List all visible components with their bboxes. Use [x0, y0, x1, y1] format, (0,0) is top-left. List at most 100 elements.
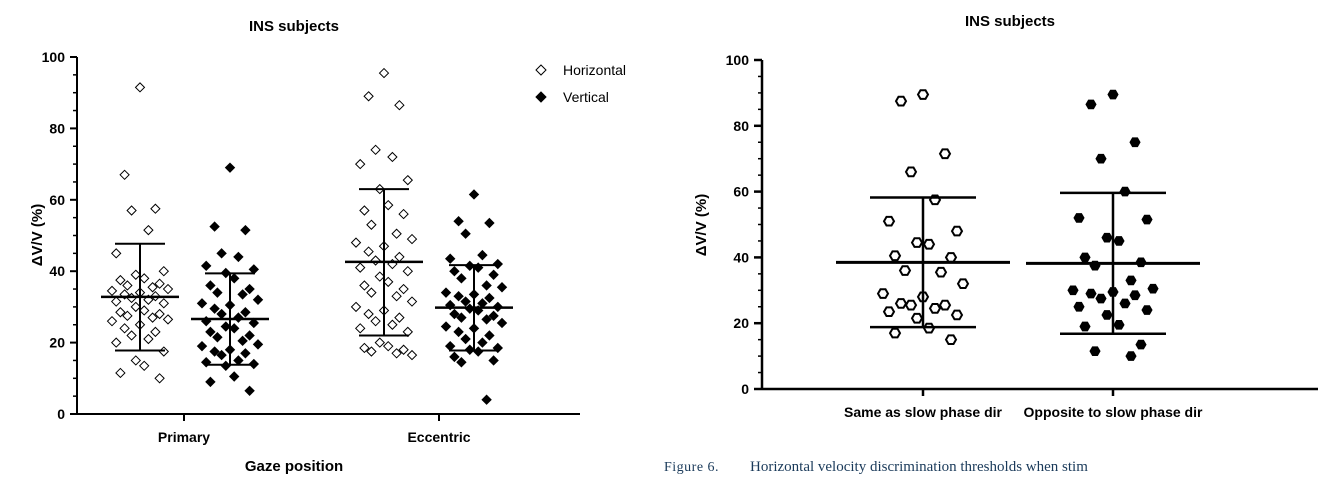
data-point-horizontal: [394, 312, 405, 323]
data-point-vertical: [472, 346, 484, 357]
data-point-same-dir: [888, 250, 902, 262]
data-point-opposite-dir: [1129, 137, 1141, 148]
data-point-vertical: [488, 269, 499, 280]
data-point-vertical: [237, 335, 248, 347]
data-point-horizontal: [150, 203, 161, 214]
data-point-vertical: [449, 308, 460, 320]
data-point-horizontal: [366, 219, 377, 230]
data-point-opposite-dir: [1067, 285, 1079, 296]
data-point-vertical: [233, 312, 244, 323]
data-point-same-dir: [888, 327, 902, 339]
data-point-opposite-dir: [1141, 214, 1153, 225]
data-point-vertical: [220, 360, 232, 372]
data-point-horizontal: [374, 271, 386, 282]
data-point-vertical: [481, 280, 492, 291]
left-chart: INS subjects ΔV/V (%) Gaze position 0 20 4…: [29, 18, 626, 475]
caption-text: Horizontal velocity discrimination thres…: [750, 459, 1088, 475]
left-chart-title: INS subjects: [249, 18, 339, 35]
data-point-horizontal: [350, 301, 362, 313]
data-point-horizontal: [391, 228, 402, 239]
data-point-opposite-dir: [1107, 89, 1119, 100]
data-point-vertical: [209, 346, 220, 357]
data-point-same-dir: [944, 252, 958, 263]
data-point-horizontal: [366, 287, 377, 298]
right-y-tick-label: 20: [733, 315, 749, 331]
data-point-horizontal: [394, 99, 405, 111]
data-point-opposite-dir: [1125, 275, 1137, 286]
data-point-vertical: [460, 296, 471, 307]
data-point-horizontal: [162, 283, 174, 295]
data-point-opposite-dir: [1147, 283, 1159, 294]
data-point-same-dir: [904, 299, 918, 311]
data-point-vertical: [484, 217, 495, 229]
data-point-same-dir: [922, 238, 936, 250]
data-point-horizontal: [154, 308, 165, 320]
legend: Horizontal Vertical: [535, 62, 626, 105]
data-point-vertical: [205, 326, 216, 338]
right-y-tick-label: 0: [741, 381, 749, 397]
left-error-bars: [101, 188, 513, 366]
data-point-vertical: [240, 224, 251, 236]
data-point-vertical: [196, 298, 208, 309]
data-point-vertical: [460, 333, 471, 345]
right-x-tick-same: Same as slow phase dir: [844, 404, 1003, 420]
data-point-horizontal: [110, 248, 122, 259]
data-point-vertical: [224, 162, 236, 173]
data-point-same-dir: [910, 237, 924, 248]
data-point-horizontal: [138, 360, 150, 372]
data-point-vertical: [200, 260, 212, 272]
left-y-tick-label: 60: [49, 192, 65, 208]
data-point-vertical: [252, 294, 264, 305]
data-point-horizontal: [391, 348, 402, 359]
data-point-horizontal: [354, 262, 366, 273]
data-point-horizontal: [106, 315, 118, 327]
data-point-vertical: [444, 340, 456, 352]
data-point-vertical: [460, 228, 471, 239]
data-point-vertical: [209, 221, 220, 232]
legend-marker-horizontal: [535, 64, 547, 76]
data-point-vertical: [440, 287, 452, 298]
legend-label-horizontal: Horizontal: [563, 62, 626, 78]
data-point-horizontal: [115, 367, 126, 379]
data-point-horizontal: [130, 269, 142, 280]
right-x-tick-opposite: Opposite to slow phase dir: [1024, 404, 1203, 420]
data-point-horizontal: [130, 355, 142, 366]
data-point-same-dir: [928, 303, 942, 314]
data-point-opposite-dir: [1085, 288, 1097, 299]
left-x-axis-label: Gaze position: [245, 458, 343, 475]
data-point-horizontal: [378, 67, 390, 79]
data-point-horizontal: [398, 283, 409, 295]
data-point-horizontal: [394, 251, 405, 263]
data-point-same-dir: [894, 298, 908, 309]
data-point-horizontal: [143, 224, 154, 236]
data-point-vertical: [440, 321, 452, 332]
left-y-tick-label: 0: [57, 406, 65, 422]
data-point-horizontal: [147, 282, 158, 293]
left-x-tick-primary: Primary: [158, 429, 210, 445]
data-point-horizontal: [359, 205, 370, 216]
data-point-vertical: [484, 292, 495, 304]
data-point-horizontal: [406, 349, 418, 361]
data-point-opposite-dir: [1079, 252, 1091, 263]
legend-marker-vertical: [535, 91, 547, 103]
right-x-axis: Same as slow phase dir Opposite to slow …: [762, 387, 1318, 420]
data-point-horizontal: [122, 310, 133, 322]
data-point-vertical: [216, 349, 227, 361]
right-y-axis-label: ΔV/V (%): [693, 194, 710, 256]
data-point-horizontal: [158, 346, 170, 357]
data-point-same-dir: [876, 288, 890, 299]
data-point-horizontal: [122, 280, 133, 291]
data-point-horizontal: [363, 91, 374, 102]
data-point-same-dir: [938, 148, 952, 160]
data-point-horizontal: [106, 285, 118, 297]
data-point-horizontal: [387, 151, 398, 163]
data-point-same-dir: [950, 309, 964, 321]
caption-label: Figure 6.: [664, 460, 719, 475]
data-point-horizontal: [115, 274, 126, 286]
data-point-opposite-dir: [1073, 301, 1085, 312]
left-y-tick-label: 100: [42, 49, 66, 65]
data-point-same-dir: [910, 312, 924, 324]
data-point-vertical: [233, 251, 244, 263]
data-point-horizontal: [406, 233, 418, 245]
data-point-opposite-dir: [1125, 351, 1137, 361]
